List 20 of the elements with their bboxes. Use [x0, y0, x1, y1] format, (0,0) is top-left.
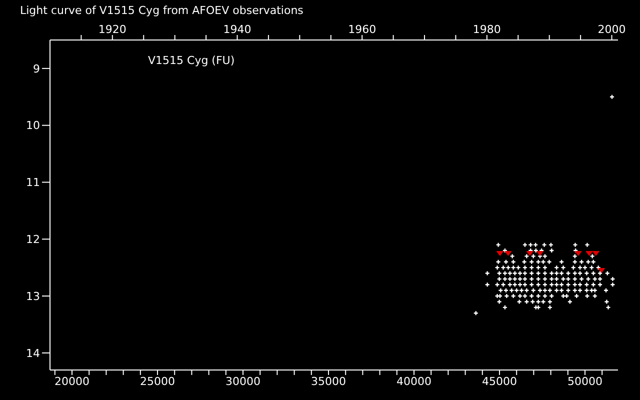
x-tick-label: 25000	[140, 374, 175, 388]
chart-title: Light curve of V1515 Cyg from AFOEV observations	[20, 4, 304, 17]
y-tick-label: 10	[26, 119, 40, 132]
y-tick-label: 12	[26, 233, 40, 246]
x-tick-label: 50000	[567, 374, 602, 388]
x2-tick-label: 1980	[472, 23, 501, 36]
x2-tick-label: 1920	[98, 23, 126, 36]
x-tick-label: 40000	[396, 374, 432, 388]
x2-tick-label: 1960	[348, 23, 376, 36]
x-tick-label: 45000	[482, 374, 517, 388]
x-tick-label: 30000	[226, 374, 260, 388]
x2-tick-label: 2000	[598, 23, 626, 36]
x-tick-label: 35000	[310, 374, 346, 388]
annotation: V1515 Cyg (FU)	[148, 54, 235, 67]
y-tick-label: 14	[26, 346, 40, 360]
x2-tick-label: 1940	[223, 23, 252, 36]
y-tick-label: 9	[33, 62, 40, 76]
x-tick-label: 20000	[54, 374, 90, 388]
y-tick-label: 13	[26, 290, 40, 303]
y-tick-label: 11	[26, 176, 40, 190]
